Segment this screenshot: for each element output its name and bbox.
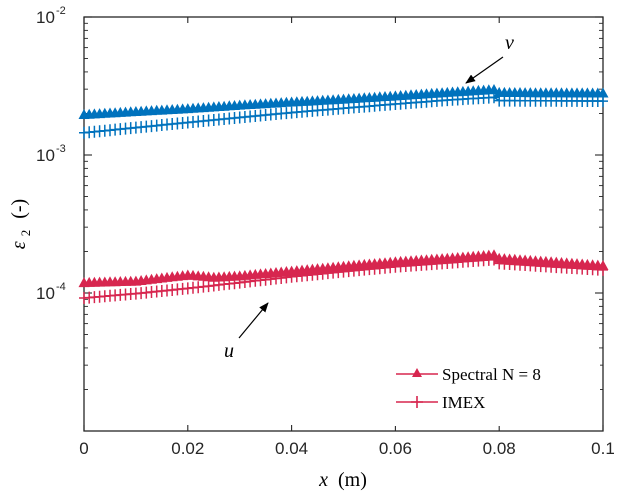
annotation-v-arrow <box>465 56 504 84</box>
y-tick-label: 10 <box>36 284 55 303</box>
x-tick-label: 0 <box>79 439 88 458</box>
x-tick-label: 0.02 <box>171 439 204 458</box>
x-tick-label: 0.06 <box>379 439 412 458</box>
x-axis-label: x (m) <box>318 469 367 491</box>
x-axis-label-unit: (m) <box>338 469 367 491</box>
series-v-spectral <box>78 84 609 119</box>
legend-entry-imex: IMEX <box>396 393 485 412</box>
data-point-plus <box>489 253 499 266</box>
legend: Spectral N = 8 IMEX <box>392 356 600 426</box>
y-axis-label: ε 2 (-) <box>8 199 35 249</box>
ticks: 0 0.02 0.04 0.06 0.08 0.110-210-310-4 <box>36 5 615 458</box>
annotation-u-label: u <box>224 340 234 362</box>
data-point-triangle <box>597 87 609 98</box>
y-tick-label: 10 <box>36 146 55 165</box>
x-tick-label: 0.04 <box>275 439 308 458</box>
data-point-plus <box>598 263 608 276</box>
annotation-u: u <box>224 302 269 362</box>
y-tick-label-exponent: -4 <box>56 281 66 293</box>
annotation-u-arrow <box>238 302 269 339</box>
legend-marker-triangle <box>412 368 422 377</box>
data-point-plus <box>598 95 608 108</box>
x-axis-label-var: x <box>318 469 328 491</box>
data-point-plus <box>489 91 499 104</box>
x-tick-label: 0.1 <box>591 439 615 458</box>
legend-label-spectral: Spectral N = 8 <box>442 365 541 384</box>
legend-marker-plus <box>411 396 423 408</box>
y-axis-label-symbol: ε <box>8 241 30 249</box>
annotation-v: v <box>465 32 514 84</box>
y-tick-label: 10 <box>36 8 55 27</box>
series-u-imex <box>79 253 608 304</box>
y-axis-label-subscript: 2 <box>18 230 33 237</box>
series-layer <box>78 84 609 304</box>
x-tick-label: 0.08 <box>483 439 516 458</box>
legend-label-imex: IMEX <box>442 393 485 412</box>
series-v-imex <box>79 91 608 139</box>
legend-box <box>392 356 600 426</box>
y-axis-label-unit: (-) <box>8 199 30 219</box>
y-tick-label-exponent: -2 <box>56 5 66 17</box>
annotation-v-label: v <box>505 32 514 54</box>
legend-entry-spectral: Spectral N = 8 <box>396 365 541 384</box>
y-tick-label-exponent: -3 <box>56 143 66 155</box>
